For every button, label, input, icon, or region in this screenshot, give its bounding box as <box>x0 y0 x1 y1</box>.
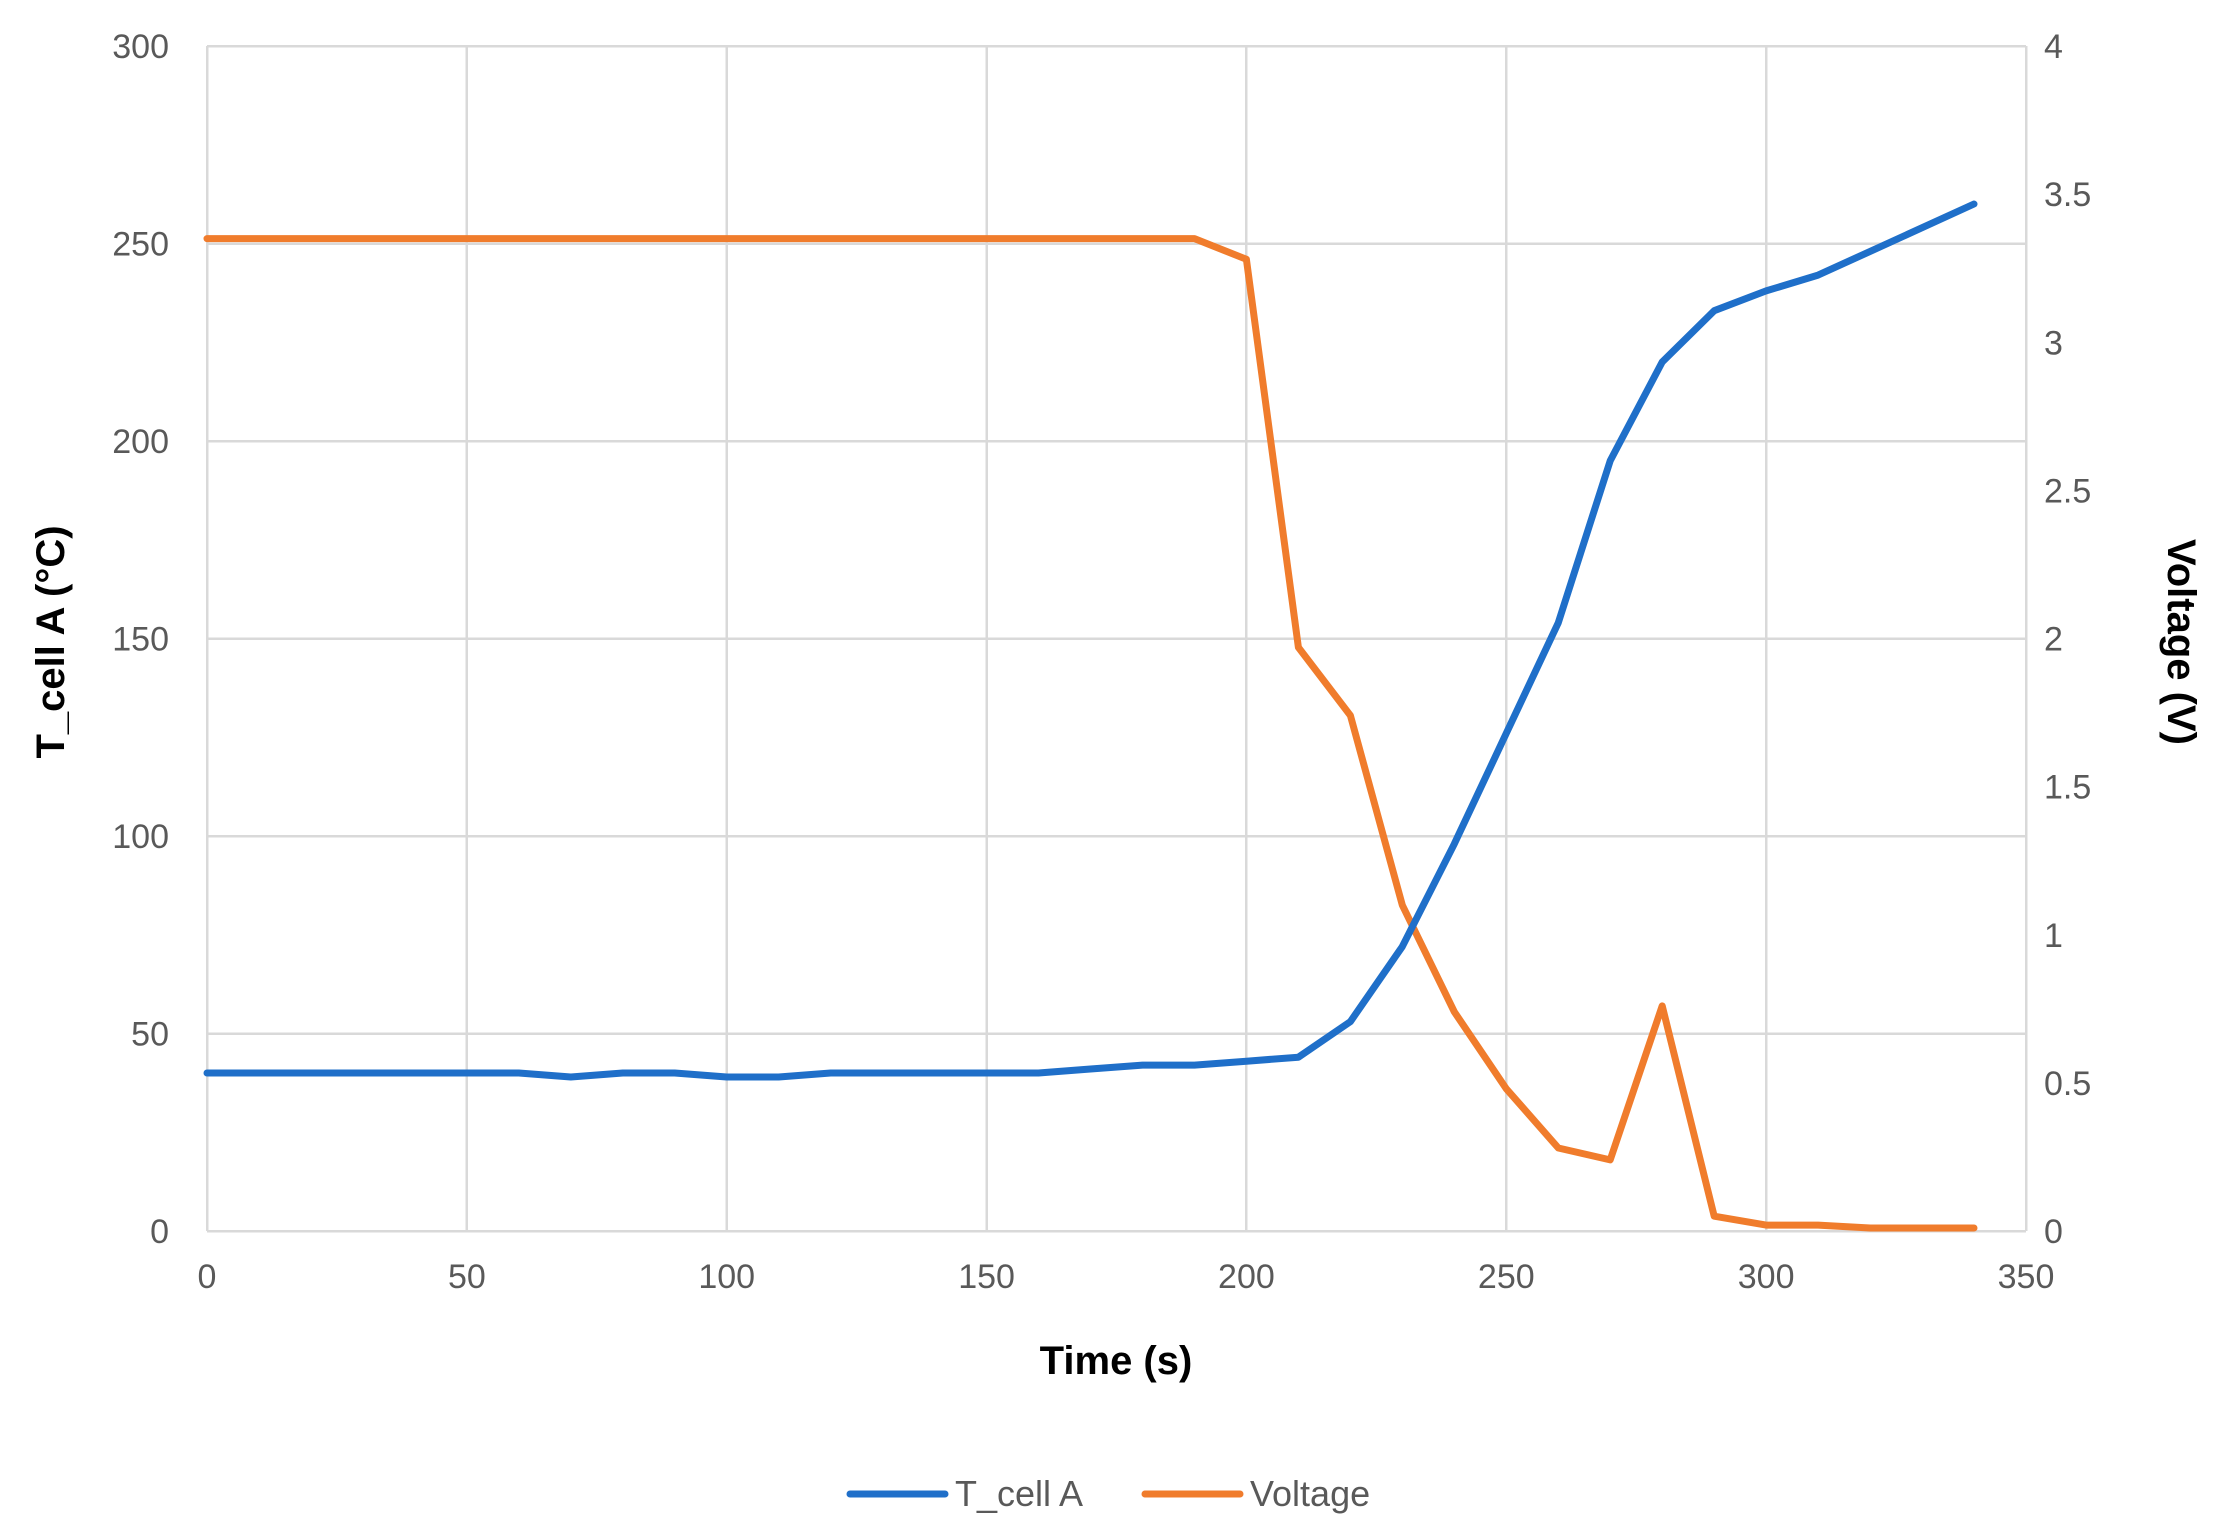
y-tick-label: 250 <box>112 226 169 264</box>
y2-tick-label: 4 <box>2044 28 2063 66</box>
y2-tick-label: 2.5 <box>2044 472 2091 510</box>
legend-label-voltage: Voltage <box>1250 1473 1370 1514</box>
y-tick-label: 200 <box>112 423 169 461</box>
y-tick-label: 50 <box>131 1016 169 1054</box>
x-tick-label: 100 <box>698 1258 755 1296</box>
x-tick-label: 150 <box>958 1258 1015 1296</box>
y2-tick-label: 1.5 <box>2044 769 2091 807</box>
y2-tick-label: 3.5 <box>2044 176 2091 214</box>
y2-tick-label: 3 <box>2044 324 2063 362</box>
x-axis-title: Time (s) <box>1040 1339 1193 1383</box>
series-layer <box>203 200 1978 1232</box>
y2-tick-label: 1 <box>2044 917 2063 955</box>
grid <box>205 44 2028 1233</box>
y-tick-label: 100 <box>112 818 169 856</box>
y2-axis-title: Voltage (V) <box>2159 539 2203 745</box>
x-tick-label: 350 <box>1998 1258 2055 1296</box>
y-tick-label: 150 <box>112 621 169 659</box>
y-tick-label: 0 <box>150 1213 169 1251</box>
y2-tick-label: 0.5 <box>2044 1065 2091 1103</box>
y-axis-title: T_cell A (°C) <box>29 525 73 758</box>
x-tick-label: 200 <box>1218 1258 1275 1296</box>
y2-tick-label: 2 <box>2044 621 2063 659</box>
tick-labels: 0 50 100 150 200 250 300 0 50 100 150 200 250 300 350 0… <box>112 28 2091 1296</box>
x-tick-label: 50 <box>448 1258 486 1296</box>
legend-label-t-cell-a: T_cell A <box>955 1473 1083 1514</box>
y2-tick-label: 0 <box>2044 1213 2063 1251</box>
x-tick-label: 0 <box>198 1258 217 1296</box>
x-tick-label: 300 <box>1738 1258 1795 1296</box>
y-tick-label: 300 <box>112 28 169 66</box>
series-line-t-cell-a <box>203 200 1978 1081</box>
series-line-voltage <box>203 235 1978 1232</box>
x-tick-label: 250 <box>1478 1258 1535 1296</box>
legend: T_cell A Voltage <box>846 1473 1370 1514</box>
